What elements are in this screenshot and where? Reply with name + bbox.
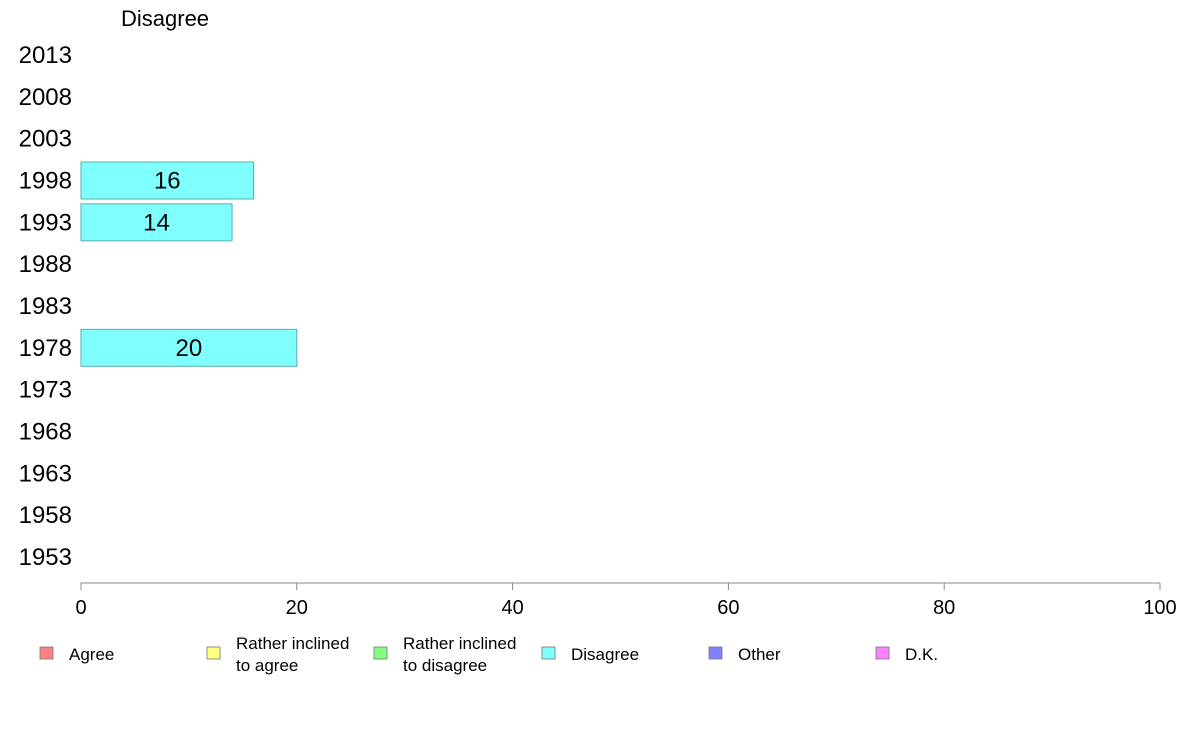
legend-label: to agree [236,656,298,675]
bar [80,203,233,242]
y-tick-label: 1953 [19,544,72,571]
legend-label: D.K. [905,645,938,664]
legend-swatch [708,646,723,660]
bar-value-label: 14 [143,209,170,236]
x-tick-label: 60 [717,597,739,619]
bar [80,161,255,200]
y-tick-label: 1993 [19,209,72,236]
legend-swatch [206,646,221,660]
x-tick-label: 100 [1143,597,1176,619]
chart-title: Disagree [121,6,209,31]
legend-swatch [39,646,54,660]
y-tick-label: 1973 [19,377,72,404]
y-tick-label: 1998 [19,168,72,195]
bars [80,161,298,367]
legend-swatch [875,646,890,660]
legend-label: Rather inclined [236,634,349,653]
legend-swatch [373,646,388,660]
x-tick-label: 80 [933,597,955,619]
bar-value-label: 16 [154,168,181,195]
legend: Agree Rather inclined to agree Rather incli… [39,634,938,675]
legend-label: Agree [69,645,114,664]
legend-label: Other [738,645,781,664]
x-tick-label: 20 [286,597,308,619]
y-tick-label: 2008 [19,84,72,111]
x-tick-label: 40 [501,597,523,619]
y-tick-label: 2013 [19,42,72,69]
y-tick-label: 1983 [19,293,72,320]
y-tick-label: 2003 [19,126,72,153]
y-tick-label: 1988 [19,251,72,278]
bar-value-label: 20 [176,335,203,362]
y-axis-labels: 2013 2008 2003 1998 1993 1988 1983 1978 1973 1968… [19,42,72,571]
x-tick-label: 0 [75,597,86,619]
y-tick-label: 1978 [19,335,72,362]
legend-swatch [541,646,556,660]
legend-label: Rather inclined [403,634,516,653]
bar [80,328,298,367]
legend-label: to disagree [403,656,487,675]
legend-label: Disagree [571,645,639,664]
y-tick-label: 1968 [19,419,72,446]
x-axis-ticks: 0 20 40 60 80 100 [75,583,1177,619]
y-tick-label: 1958 [19,502,72,529]
bar-value-labels: 16 14 20 [143,168,202,362]
y-tick-label: 1963 [19,460,72,487]
